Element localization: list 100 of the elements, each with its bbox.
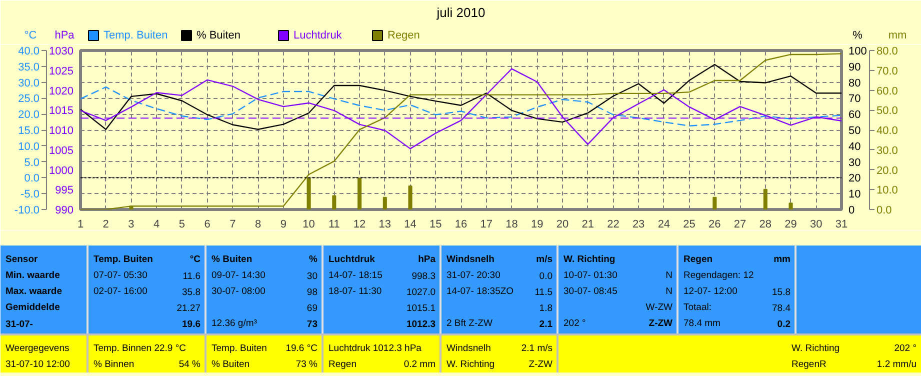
text: 02-07- 16:00 — [94, 286, 148, 297]
y-tick-label: 60.0 — [876, 85, 898, 98]
text: 998.3 — [412, 271, 436, 282]
y3-tick-label: 20 — [848, 172, 861, 185]
y2-tick-label: 1020 — [49, 85, 74, 98]
text: 73 — [306, 319, 318, 330]
y2-tick-label: 1025 — [49, 65, 74, 78]
text: 12.36 g/m³ — [212, 318, 257, 329]
text: 10-07- 01:30 — [564, 270, 618, 281]
y-tick-label: 10.0 — [876, 184, 898, 197]
text: Min. waarde — [6, 270, 60, 281]
line-series — [80, 64, 842, 130]
text: 31-07- — [6, 319, 33, 330]
y-tick-label: 40.0 — [876, 125, 898, 137]
y-tick-label: -10.0 — [14, 204, 40, 216]
x-tick-label: 28 — [759, 218, 772, 230]
text: Windsnelh — [446, 254, 495, 265]
y2-axis-title: hPa — [54, 30, 76, 42]
y-tick-label: 10.0 — [18, 140, 40, 153]
y3-axis-title: % — [852, 30, 863, 42]
y2-tick-label: 995 — [55, 184, 74, 197]
text: 2.1 m/s — [521, 343, 553, 354]
y-tick-label: 0.0 — [876, 204, 892, 216]
x-tick-label: 24 — [658, 218, 670, 230]
text: Regen — [388, 30, 420, 42]
x-tick-label: 31 — [835, 218, 848, 230]
y-tick-label: 20.0 — [18, 109, 40, 122]
text: N — [666, 270, 673, 281]
text: 0.2 — [777, 319, 791, 330]
text: % Buiten — [212, 359, 250, 370]
text: % Binnen — [94, 359, 134, 370]
x-tick-label: 13 — [378, 218, 392, 230]
text: Temp. Buiten — [94, 254, 154, 265]
text: 78.4 mm — [684, 318, 721, 329]
chart-title: juli 2010 — [436, 5, 486, 20]
y-tick-label: 35.0 — [18, 61, 40, 74]
text: 2 Bft Z-ZW — [446, 318, 492, 329]
y-tick-label: 20.0 — [876, 164, 898, 177]
x-tick-label: 9 — [280, 218, 286, 230]
y-tick-label: 80.0 — [876, 46, 898, 58]
x-tick-label: 8 — [255, 218, 262, 230]
x-tick-label: 22 — [607, 218, 620, 230]
x-tick-label: 12 — [353, 218, 366, 230]
text: 73 % — [296, 359, 318, 370]
text: Regen — [328, 359, 356, 370]
x-tick-label: 29 — [784, 218, 797, 230]
y-tick-label: 40.0 — [18, 46, 40, 58]
text: 30-07- 08:00 — [212, 286, 266, 297]
text: Z-ZW — [528, 359, 553, 370]
y3-tick-label: 0 — [848, 204, 855, 216]
text: 19.6 °C — [286, 343, 318, 354]
text: m/s — [536, 254, 553, 265]
y-tick-label: 50.0 — [876, 105, 898, 118]
y-axis-title: °C — [24, 30, 37, 42]
text: Totaal: — [684, 302, 712, 313]
y3-tick-label: 80 — [848, 77, 861, 90]
y-tick-label: 15.0 — [18, 125, 40, 137]
text: 54 % — [178, 359, 202, 370]
y3-tick-label: 70 — [848, 93, 861, 106]
x-tick-label: 18 — [506, 218, 518, 230]
text: 202 ° — [564, 318, 586, 329]
text: mm — [774, 254, 791, 265]
x-tick-label: 23 — [632, 218, 645, 230]
y3-tick-label: 90 — [848, 61, 861, 74]
text: 11.6 — [182, 271, 201, 282]
text: 19.6 — [182, 319, 201, 330]
x-tick-label: 7 — [230, 218, 236, 230]
text: Max. waarde — [6, 286, 62, 297]
bar — [712, 196, 717, 210]
x-tick-label: 11 — [328, 218, 340, 230]
y-axis-title: mm — [888, 30, 907, 42]
x-tick-label: 20 — [556, 218, 569, 230]
text: °C — [190, 254, 201, 265]
y3-tick-label: 100 — [848, 46, 867, 58]
line-series — [80, 86, 842, 126]
text: 1027.0 — [406, 287, 436, 298]
text: 0.2 mm — [404, 359, 436, 370]
y3-tick-label: 50 — [848, 125, 861, 137]
text: W. Richting — [446, 359, 495, 370]
text: 98 — [306, 287, 318, 298]
text: Windsnelh — [446, 343, 491, 354]
text: hPa — [418, 254, 436, 265]
text: 30 — [306, 271, 318, 282]
legend-label: Temp. Buiten — [104, 30, 168, 42]
x-tick-label: 26 — [708, 218, 721, 230]
x-tick-label: 17 — [480, 218, 492, 230]
text: 07-07- 05:30 — [94, 270, 148, 281]
text: 78.4 — [772, 303, 791, 314]
text: Temp. Binnen 22.9 °C — [94, 343, 186, 354]
bar — [358, 178, 362, 210]
bar — [408, 186, 412, 210]
legend-label: Luchtdruk — [294, 30, 342, 42]
text: RegenR — [792, 359, 826, 370]
y-tick-label: -5.0 — [20, 188, 40, 201]
y2-tick-label: 990 — [55, 204, 74, 216]
x-tick-label: 4 — [154, 218, 160, 230]
line-series — [80, 68, 842, 150]
y2-tick-label: 1030 — [49, 46, 74, 58]
x-tick-label: 10 — [302, 218, 315, 230]
text: 21.27 — [176, 303, 201, 314]
